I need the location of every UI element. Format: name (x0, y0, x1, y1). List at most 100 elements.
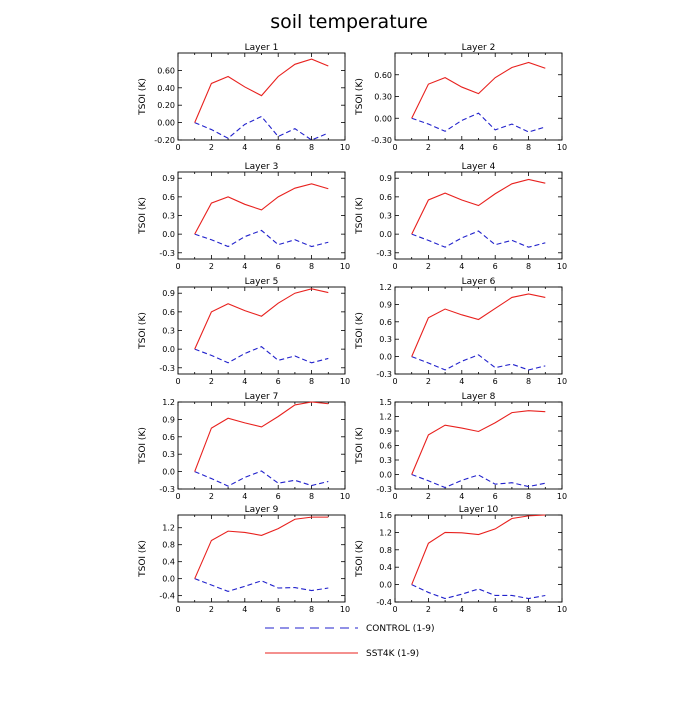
plot-frame (394, 171, 563, 260)
panel-layer-8: Layer 8 0 2 4 6 8 10 -0.3 0.0 0.3 0.6 0.9 1.2 1.5 TSOI… (355, 392, 567, 501)
y-axis-label: TSOI (K) (138, 197, 148, 235)
panel-layer-10: Layer 10 0 2 4 6 8 10 -0.4 0.0 0.4 0.8 1.2 1.6 TSOI (… (355, 505, 567, 614)
y-tick-label: 0.0 (162, 345, 175, 354)
legend: CONTROL (1-9) SST4K (1-9) (265, 624, 435, 659)
x-tick-label: 8 (526, 605, 531, 614)
panel-layer-3: Layer 3 0 2 4 6 8 10 -0.3 0.0 0.3 0.6 0.9 TSOI (K) (138, 162, 350, 271)
x-tick-label: 8 (309, 262, 314, 271)
series-line-sst4k (411, 178, 546, 235)
x-tick-label: 4 (459, 605, 464, 614)
y-tick-label: 0.6 (162, 308, 175, 317)
x-tick-label: 0 (175, 262, 180, 271)
panel-layer-2: Layer 2 0 2 4 6 8 10 -0.30 0.00 0.30 0.60 TSOI (K) (355, 43, 567, 152)
y-tick-label: 0.30 (374, 93, 392, 102)
panel-layer-5: Layer 5 0 2 4 6 8 10 -0.3 0.0 0.3 0.6 0.9 TSOI (K) (138, 277, 350, 386)
y-tick-label: 0.0 (379, 353, 392, 362)
series-line-control (194, 229, 329, 248)
y-tick-label: 0.9 (379, 174, 392, 183)
x-tick-label: 0 (392, 143, 397, 152)
x-tick-label: 8 (309, 377, 314, 386)
y-tick-label: 0.0 (162, 468, 175, 477)
series-line-sst4k (411, 410, 546, 475)
x-tick-label: 6 (276, 492, 281, 501)
x-tick-label: 8 (526, 143, 531, 152)
panel-layer-4: Layer 4 0 2 4 6 8 10 -0.3 0.0 0.3 0.6 0.9 TSOI (K) (355, 162, 567, 271)
panel-title: Layer 1 (245, 43, 279, 53)
y-tick-label: 0.60 (157, 66, 175, 75)
series-line-sst4k (194, 516, 329, 579)
y-tick-label: 0.3 (379, 335, 392, 344)
y-tick-label: 0.9 (379, 300, 392, 309)
x-tick-label: 2 (426, 143, 431, 152)
x-tick-label: 8 (309, 605, 314, 614)
x-tick-label: 4 (242, 143, 247, 152)
x-tick-label: 0 (392, 262, 397, 271)
y-tick-label: 0.40 (157, 84, 175, 93)
panel-title: Layer 3 (245, 162, 279, 172)
y-tick-label: -0.3 (159, 485, 175, 494)
panel-layer-9: Layer 9 0 2 4 6 8 10 -0.4 0.0 0.4 0.8 1.2 TSOI (K) (138, 505, 350, 614)
y-tick-label: -0.3 (376, 249, 392, 258)
x-tick-label: 2 (426, 605, 431, 614)
y-tick-label: 0.0 (379, 581, 392, 590)
plot-frame (394, 401, 563, 490)
panel-title: Layer 8 (462, 392, 496, 402)
series-line-control (194, 578, 329, 592)
y-tick-label: -0.30 (371, 136, 392, 145)
legend-label: CONTROL (1-9) (366, 624, 435, 634)
y-tick-label: -0.3 (376, 485, 392, 494)
y-tick-label: -0.3 (376, 370, 392, 379)
series-line-control (194, 115, 329, 141)
y-tick-label: 0.6 (162, 433, 175, 442)
plot-frame (394, 52, 563, 141)
panel-layer-6: Layer 6 0 2 4 6 8 10 -0.3 0.0 0.3 0.6 0.9 1.2 TSOI (K… (355, 277, 567, 386)
x-tick-label: 4 (459, 143, 464, 152)
series-line-control (194, 470, 329, 487)
y-tick-label: 1.2 (162, 398, 175, 407)
x-tick-label: 2 (209, 605, 214, 614)
y-tick-label: 0.9 (379, 427, 392, 436)
y-tick-label: 0.6 (162, 193, 175, 202)
y-tick-label: 0.0 (162, 230, 175, 239)
y-tick-label: 0.3 (162, 450, 175, 459)
y-axis-label: TSOI (K) (138, 78, 148, 116)
y-axis-label: TSOI (K) (138, 540, 148, 578)
x-tick-label: 0 (175, 377, 180, 386)
x-tick-label: 10 (557, 492, 567, 501)
panel-title: Layer 10 (459, 505, 499, 515)
x-tick-label: 0 (175, 143, 180, 152)
series-line-sst4k (411, 514, 546, 585)
x-tick-label: 4 (242, 377, 247, 386)
plot-frame (177, 52, 346, 141)
legend-label: SST4K (1-9) (366, 649, 419, 659)
y-axis-label: TSOI (K) (355, 427, 365, 465)
x-tick-label: 4 (242, 262, 247, 271)
series-line-sst4k (194, 401, 329, 472)
y-tick-label: -0.20 (154, 136, 175, 145)
y-tick-label: 1.6 (379, 511, 392, 520)
plot-frame (177, 401, 346, 490)
x-tick-label: 4 (459, 492, 464, 501)
x-tick-label: 4 (242, 605, 247, 614)
x-tick-label: 8 (526, 262, 531, 271)
legend-item-control: CONTROL (1-9) (265, 624, 435, 634)
figure-title: soil temperature (270, 11, 428, 33)
series-line-control (411, 473, 546, 489)
legend-item-sst4k: SST4K (1-9) (265, 649, 419, 659)
y-tick-label: -0.3 (159, 364, 175, 373)
x-tick-label: 6 (276, 262, 281, 271)
y-tick-label: 1.2 (379, 413, 392, 422)
y-axis-label: TSOI (K) (355, 78, 365, 116)
panel-title: Layer 7 (245, 392, 279, 402)
x-tick-label: 4 (242, 492, 247, 501)
x-tick-label: 8 (526, 377, 531, 386)
x-tick-label: 6 (493, 377, 498, 386)
y-tick-label: 0.0 (379, 471, 392, 480)
x-tick-label: 10 (340, 377, 350, 386)
series-line-sst4k (411, 61, 546, 119)
y-axis-label: TSOI (K) (138, 427, 148, 465)
y-tick-label: 0.0 (379, 230, 392, 239)
x-tick-label: 8 (309, 143, 314, 152)
x-tick-label: 2 (426, 492, 431, 501)
